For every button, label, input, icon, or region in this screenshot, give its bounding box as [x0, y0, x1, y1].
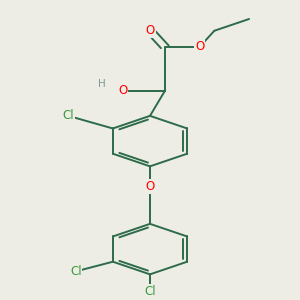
Text: O: O: [146, 24, 154, 37]
Text: O: O: [146, 180, 154, 193]
Text: Cl: Cl: [70, 265, 82, 278]
Text: O: O: [118, 84, 128, 98]
Text: Cl: Cl: [62, 110, 74, 122]
Text: O: O: [195, 40, 204, 53]
Text: Cl: Cl: [144, 285, 156, 298]
Text: H: H: [98, 79, 106, 88]
